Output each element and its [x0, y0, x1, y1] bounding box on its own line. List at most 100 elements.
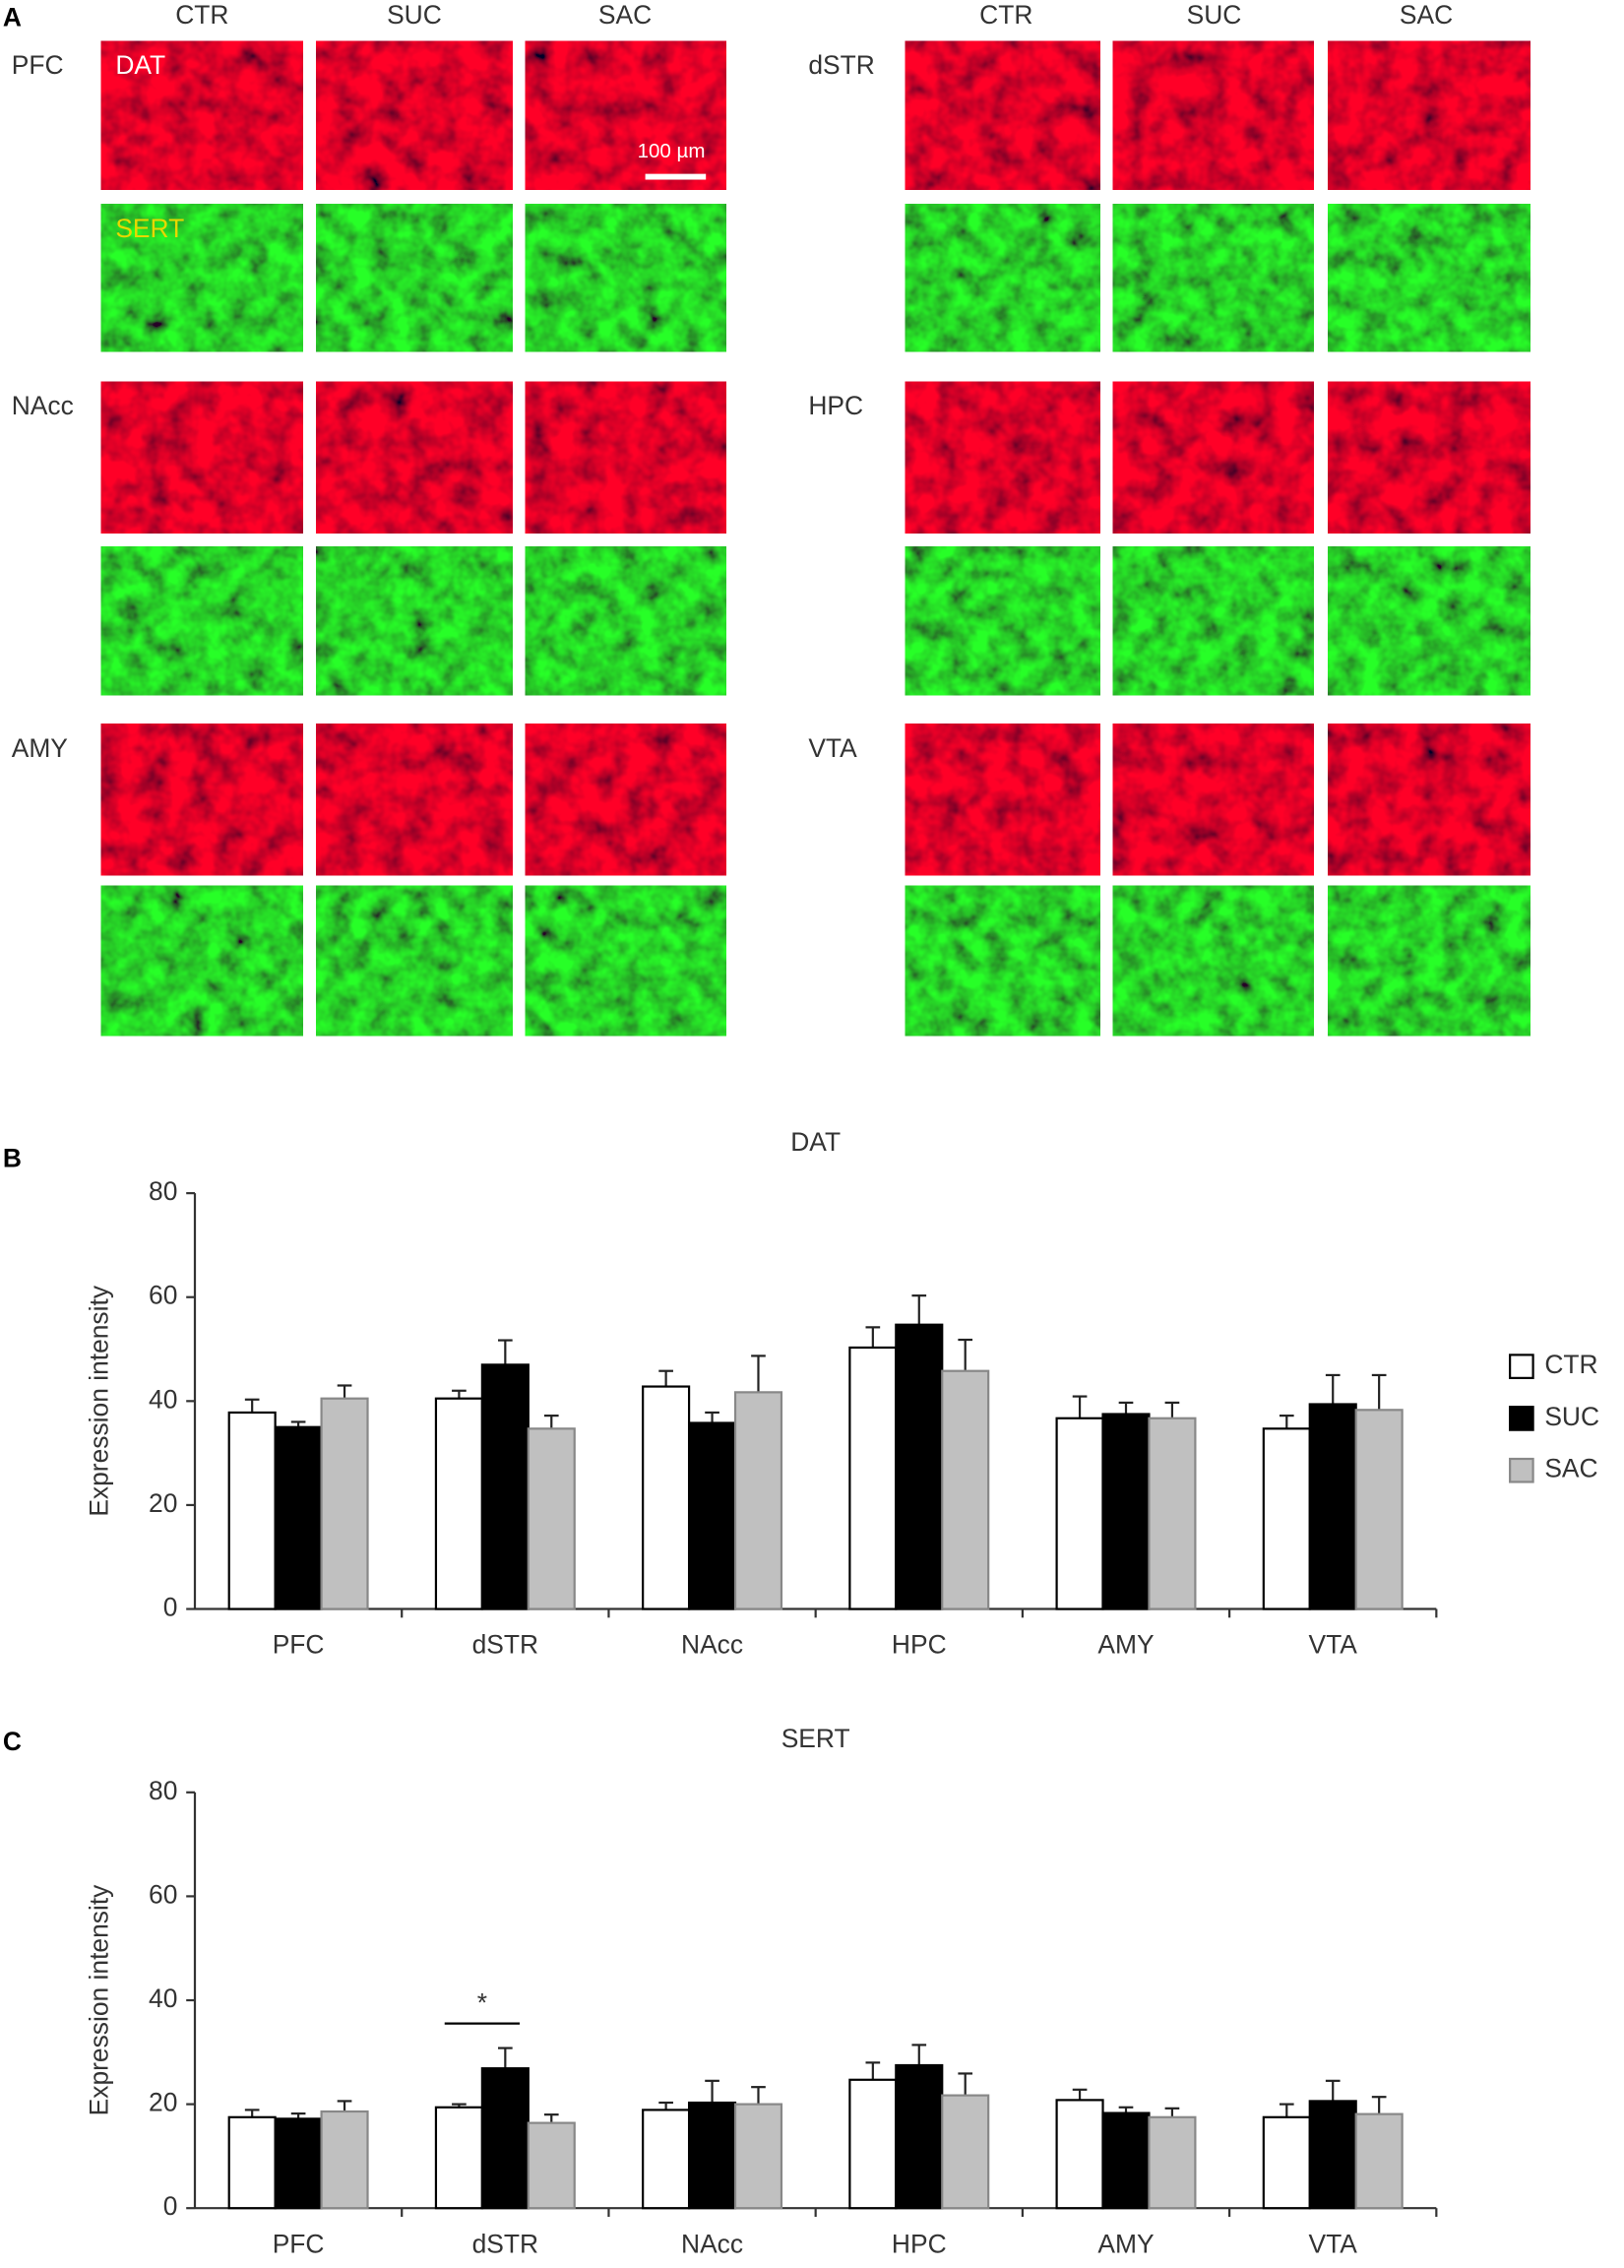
y-axis-label: Expression intensity — [85, 1285, 114, 1516]
micrograph-red — [100, 381, 304, 534]
bar — [480, 1363, 530, 1610]
bar — [642, 1385, 691, 1610]
micrograph-green — [100, 546, 304, 696]
legend-swatch — [1509, 1457, 1534, 1483]
micrograph-green — [525, 885, 726, 1037]
bar — [1262, 1427, 1311, 1610]
micrograph-green — [316, 546, 513, 696]
x-tick-label: VTA — [1309, 2229, 1358, 2258]
micrograph-green — [1112, 546, 1314, 696]
y-tick-label: 80 — [149, 1776, 177, 1805]
bar — [1308, 2100, 1357, 2210]
micrograph-red — [1112, 40, 1314, 190]
channel-label: DAT — [115, 50, 165, 80]
bar — [733, 1391, 783, 1610]
micrograph-red — [100, 40, 304, 190]
region-label: AMY — [12, 733, 69, 763]
region-label: HPC — [808, 391, 863, 420]
y-axis-label: Expression intensity — [85, 1884, 114, 2115]
bar — [527, 2121, 576, 2210]
bar — [1101, 2111, 1151, 2210]
bar — [642, 2109, 691, 2210]
bar — [895, 1323, 944, 1610]
x-tick-label: HPC — [892, 2229, 947, 2258]
bar — [1148, 1417, 1197, 1610]
x-tick-label: AMY — [1097, 1630, 1155, 1660]
y-tick-label: 20 — [149, 1488, 177, 1518]
micrograph-green — [525, 204, 726, 352]
micrograph-red — [525, 40, 726, 190]
micrograph-red — [316, 381, 513, 534]
micrograph-green — [100, 885, 304, 1037]
micrograph-red — [1112, 724, 1314, 876]
column-header: SUC — [1187, 0, 1242, 30]
micrograph-red — [525, 724, 726, 876]
bar — [1055, 2099, 1104, 2210]
column-header: CTR — [979, 0, 1032, 30]
micrograph-green — [1328, 546, 1530, 696]
column-header: SAC — [1400, 0, 1453, 30]
micrograph-red — [316, 724, 513, 876]
x-tick-label: PFC — [273, 1630, 325, 1660]
bar — [1354, 2112, 1404, 2210]
column-header: SAC — [598, 0, 652, 30]
y-tick-label: 40 — [149, 1984, 177, 2013]
region-label: PFC — [12, 50, 64, 80]
bar — [941, 2094, 990, 2210]
legend-label: CTR — [1544, 1350, 1597, 1379]
bar — [733, 2103, 783, 2210]
bar — [1262, 2115, 1311, 2210]
bar — [687, 1421, 737, 1610]
bar — [274, 1425, 323, 1610]
micrograph-red — [1328, 40, 1530, 190]
legend-label: SUC — [1544, 1402, 1599, 1431]
micrograph-red — [905, 381, 1100, 534]
panel-label: B — [3, 1143, 22, 1172]
column-header: SUC — [387, 0, 442, 30]
x-tick-label: PFC — [273, 2229, 325, 2258]
micrograph-green — [905, 885, 1100, 1037]
bar — [434, 2106, 483, 2210]
legend-label: SAC — [1544, 1454, 1597, 1483]
bar — [941, 1369, 990, 1610]
annotation: * — [477, 1988, 487, 2018]
micrograph-red — [905, 40, 1100, 190]
region-label: dSTR — [808, 50, 874, 80]
bar — [227, 1411, 277, 1610]
micrograph-green — [100, 204, 304, 352]
micrograph-green — [1328, 204, 1530, 352]
y-tick-label: 20 — [149, 2088, 177, 2117]
micrograph-green — [905, 204, 1100, 352]
micrograph-red — [525, 381, 726, 534]
y-tick-label: 60 — [149, 1879, 177, 1909]
bar — [274, 2117, 323, 2210]
column-header: CTR — [175, 0, 228, 30]
bar — [1101, 1413, 1151, 1610]
micrograph-green — [525, 546, 726, 696]
micrograph-green — [316, 204, 513, 352]
micrograph-red — [100, 724, 304, 876]
bar — [320, 1397, 369, 1610]
y-tick-label: 60 — [149, 1281, 177, 1310]
bar — [527, 1427, 576, 1610]
scale-bar-label: 100 µm — [638, 140, 706, 162]
x-tick-label: dSTR — [472, 2229, 538, 2258]
panel-label: A — [3, 3, 22, 32]
bar — [1055, 1417, 1104, 1610]
legend-swatch — [1509, 1406, 1534, 1431]
micrograph-green — [1112, 885, 1314, 1037]
bar — [1308, 1403, 1357, 1610]
bar — [848, 1346, 898, 1610]
y-tick-label: 0 — [163, 1593, 178, 1622]
x-tick-label: dSTR — [472, 1630, 538, 1660]
micrograph-green — [905, 546, 1100, 696]
bar — [848, 2078, 898, 2210]
bar — [480, 2067, 530, 2210]
micrograph-green — [1328, 885, 1530, 1037]
x-tick-label: NAcc — [681, 1630, 743, 1660]
bar — [1354, 1409, 1404, 1610]
x-tick-label: NAcc — [681, 2229, 743, 2258]
legend-swatch — [1509, 1354, 1534, 1379]
chart-title: DAT — [790, 1127, 841, 1157]
